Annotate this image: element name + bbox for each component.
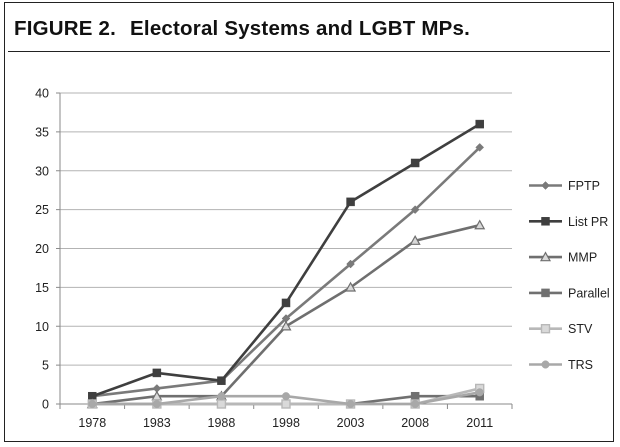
data-point [409,234,421,245]
x-tick-label: 2008 [401,416,429,430]
legend-item-mmp: MMP [529,251,597,265]
x-tick-label: 1988 [208,416,236,430]
y-tick-label: 20 [35,242,49,256]
figure-title: FIGURE 2. Electoral Systems and LGBT MPs. [14,17,470,41]
legend-marker [541,288,550,298]
axes [56,92,513,409]
legend-marker [541,181,550,190]
data-point [410,158,420,168]
x-tick-label: 2011 [466,416,493,430]
legend-marker [541,217,550,226]
gridlines [60,92,512,366]
legend-label: List PR [568,215,608,229]
x-axis-ticks: 1978 1983 1988 1998 2003 2008 2011 [78,416,493,430]
data-point [88,399,97,409]
data-point [346,399,355,409]
legend-item-stv: STV [529,322,593,336]
y-tick-label: 25 [35,203,49,217]
legend-item-trs: TRS [529,358,593,372]
legend-label: MMP [568,251,597,265]
title-rule [8,51,610,52]
data-point [152,368,162,378]
data-point [475,388,484,397]
data-point [411,399,420,409]
legend-marker [539,251,552,262]
legend: FPTP List PR MMP Parallel STV TRS [529,179,610,372]
x-tick-label: 2003 [337,416,365,430]
series-group [86,119,486,409]
data-point [475,119,484,129]
legend-label: Parallel [568,286,610,300]
series-trs [88,388,484,409]
y-tick-label: 35 [35,125,49,139]
data-point [346,197,355,207]
data-point [281,392,291,401]
legend-label: TRS [568,358,593,372]
data-point [346,259,355,269]
y-tick-label: 30 [35,164,49,178]
data-point [217,376,226,385]
figure-title-text: Electoral Systems and LGBT MPs. [130,17,471,40]
series-list-pr [88,119,484,401]
x-tick-label: 1998 [272,416,300,430]
data-point [216,399,227,409]
legend-item-fptp: FPTP [529,179,600,193]
figure-label: FIGURE 2. [14,17,117,40]
y-tick-label: 15 [35,281,49,295]
data-point [475,143,485,152]
y-tick-label: 5 [42,359,49,373]
legend-marker [541,360,550,369]
data-point [410,391,420,401]
legend-label: FPTP [568,179,600,193]
data-point [410,205,420,214]
data-point [152,399,161,409]
legend-item-parallel: Parallel [529,286,610,300]
y-axis-ticks: 0 5 10 15 20 25 30 35 40 [35,87,49,412]
series-fptp [87,143,485,401]
figure-frame [4,2,614,442]
data-point [474,219,486,230]
data-point [345,281,357,292]
data-point [281,298,291,308]
series-line [92,146,481,398]
data-point [217,392,226,401]
legend-marker [540,324,551,334]
legend-label: STV [568,322,593,336]
data-point [281,399,291,409]
y-tick-label: 40 [35,87,49,101]
x-tick-label: 1983 [143,416,171,430]
y-tick-label: 10 [35,320,49,334]
data-point [280,320,292,331]
y-tick-label: 0 [42,398,49,412]
legend-item-list-pr: List PR [529,215,608,229]
x-tick-label: 1978 [78,416,106,430]
series-line [91,122,481,398]
